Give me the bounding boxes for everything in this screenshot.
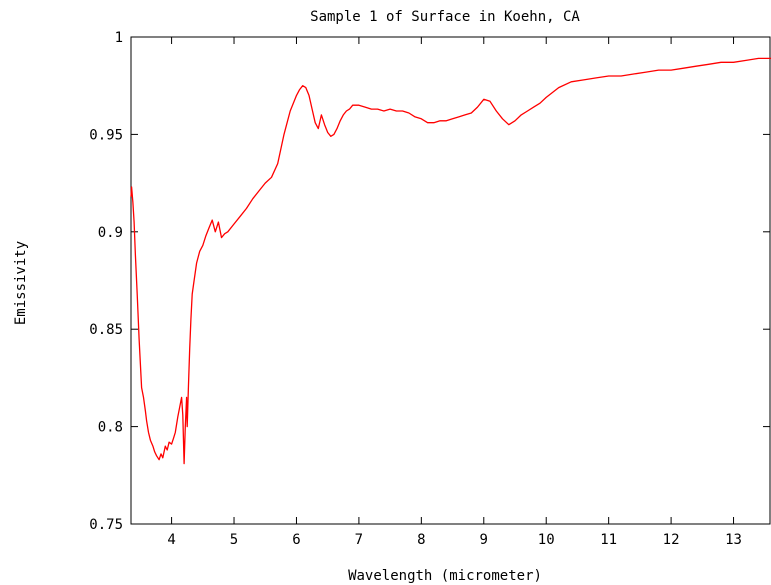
x-tick-label: 10 [538,532,555,548]
x-tick-label: 6 [292,532,300,548]
y-tick-label: 0.75 [89,517,123,533]
x-tick-label: 4 [167,532,175,548]
x-tick-label: 9 [480,532,488,548]
series-layer [130,57,771,465]
x-tick-label: 11 [600,532,617,548]
x-axis-ticks: 4 5 6 7 8 9 10 11 12 13 [167,37,742,548]
x-tick-label: 7 [355,532,363,548]
y-tick-label: 0.8 [98,420,123,436]
y-tick-label: 0.85 [89,322,123,338]
chart-title: Sample 1 of Surface in Koehn, CA [310,9,580,25]
x-axis-label: Wavelength (micrometer) [348,568,542,584]
emissivity-series-line [130,57,771,465]
y-tick-label: 0.9 [98,225,123,241]
x-tick-label: 12 [663,532,680,548]
y-tick-label: 1 [115,30,123,46]
x-tick-label: 5 [230,532,238,548]
y-axis-label: Emissivity [13,241,29,325]
y-tick-label: 0.95 [89,127,123,143]
y-axis-ticks: 0.75 0.8 0.85 0.9 0.95 1 [89,30,770,533]
x-tick-label: 13 [725,532,742,548]
x-tick-label: 8 [417,532,425,548]
plot-frame [130,36,771,525]
plot-border [130,36,771,525]
